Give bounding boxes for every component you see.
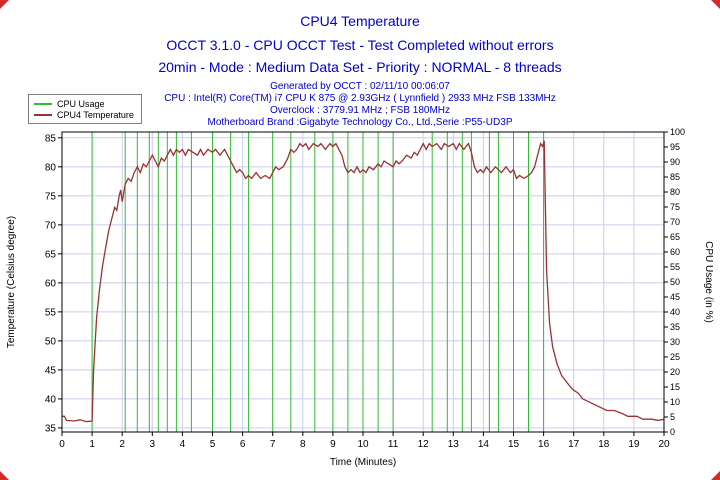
svg-text:20: 20 — [658, 439, 670, 450]
temp-axis-ticks: 35 40 45 50 55 60 65 70 75 80 85 — [45, 133, 62, 434]
svg-text:60: 60 — [670, 247, 680, 257]
svg-text:85: 85 — [670, 172, 680, 182]
axis-titles: Temperature (Celsius degree) CPU Usage (i… — [6, 216, 714, 468]
svg-text:8: 8 — [300, 439, 306, 450]
svg-text:4: 4 — [180, 439, 186, 450]
corner-marker-bottom-right — [711, 471, 720, 480]
svg-text:6: 6 — [240, 439, 246, 450]
test-settings-line: 20min - Mode : Medium Data Set - Priorit… — [158, 59, 562, 75]
temperature-chart-svg: 0 1 2 3 4 5 6 7 8 9 10 11 12 13 14 15 16 17 18 19 2035404550… — [6, 128, 714, 468]
x-axis-ticks: 0 1 2 3 4 5 6 7 8 9 10 11 12 13 14 15 16 17 18 19 20 — [59, 432, 670, 450]
svg-text:80: 80 — [670, 187, 680, 197]
svg-text:7: 7 — [270, 439, 276, 450]
svg-text:9: 9 — [330, 439, 336, 450]
svg-text:50: 50 — [45, 336, 57, 347]
svg-text:90: 90 — [670, 157, 680, 167]
test-result-line: OCCT 3.1.0 - CPU OCCT Test - Test Comple… — [166, 37, 554, 53]
generated-timestamp: Generated by OCCT : 02/11/10 00:06:07 — [270, 81, 450, 92]
svg-text:45: 45 — [670, 292, 680, 302]
legend-item-temperature: CPU4 Temperature — [34, 109, 134, 120]
legend-label-cpu-usage: CPU Usage — [57, 98, 105, 109]
svg-text:15: 15 — [670, 382, 680, 392]
legend-swatch-temperature — [34, 113, 52, 116]
svg-text:0: 0 — [670, 427, 675, 437]
svg-text:19: 19 — [628, 439, 640, 450]
generation-info: Generated by OCCT : 02/11/10 00:06:07 CP… — [0, 81, 720, 129]
svg-text:30: 30 — [670, 337, 680, 347]
legend-swatch-cpu-usage — [34, 102, 52, 105]
corner-marker-top-right — [711, 0, 720, 9]
svg-text:5: 5 — [210, 439, 216, 450]
svg-text:55: 55 — [45, 307, 57, 318]
svg-text:65: 65 — [45, 249, 57, 260]
svg-text:70: 70 — [45, 220, 57, 231]
svg-text:75: 75 — [670, 202, 680, 212]
svg-text:1: 1 — [89, 439, 95, 450]
svg-text:5: 5 — [670, 412, 675, 422]
svg-text:18: 18 — [598, 439, 610, 450]
usage-axis-title: CPU Usage (in %) — [703, 241, 714, 323]
svg-text:75: 75 — [45, 191, 57, 202]
svg-text:13: 13 — [448, 439, 460, 450]
x-axis-title: Time (Minutes) — [330, 457, 396, 468]
legend-label-temperature: CPU4 Temperature — [57, 109, 134, 120]
svg-text:10: 10 — [670, 397, 680, 407]
svg-text:17: 17 — [568, 439, 580, 450]
svg-text:25: 25 — [670, 352, 680, 362]
svg-text:80: 80 — [45, 162, 57, 173]
svg-text:70: 70 — [670, 217, 680, 227]
svg-text:95: 95 — [670, 142, 680, 152]
svg-text:12: 12 — [418, 439, 430, 450]
svg-text:60: 60 — [45, 278, 57, 289]
corner-marker-bottom-left — [0, 471, 9, 480]
page-title: CPU4 Temperature — [300, 13, 420, 29]
svg-text:10: 10 — [357, 439, 369, 450]
svg-text:35: 35 — [45, 423, 57, 434]
cpu-description: CPU : Intel(R) Core(TM) i7 CPU K 875 @ 2… — [164, 93, 556, 104]
usage-axis-ticks: 0 5 10 15 20 25 30 35 40 45 50 55 60 65 70 75 80 85 90 95 10… — [664, 128, 685, 437]
svg-text:11: 11 — [388, 439, 399, 450]
overclock-description: Overclock : 3779.91 MHz ; FSB 180MHz — [269, 105, 451, 116]
svg-text:20: 20 — [670, 367, 680, 377]
temperature-series — [62, 140, 665, 423]
svg-text:40: 40 — [670, 307, 680, 317]
svg-text:0: 0 — [59, 439, 65, 450]
svg-text:15: 15 — [508, 439, 520, 450]
svg-text:45: 45 — [45, 365, 57, 376]
svg-text:100: 100 — [670, 128, 685, 137]
svg-text:2: 2 — [119, 439, 125, 450]
svg-text:16: 16 — [538, 439, 550, 450]
temp-axis-title: Temperature (Celsius degree) — [6, 216, 17, 348]
svg-text:50: 50 — [670, 277, 680, 287]
svg-text:40: 40 — [45, 394, 57, 405]
corner-marker-top-left — [0, 0, 9, 9]
svg-text:65: 65 — [670, 232, 680, 242]
svg-text:35: 35 — [670, 322, 680, 332]
svg-text:14: 14 — [478, 439, 490, 450]
svg-text:55: 55 — [670, 262, 680, 272]
legend: CPU Usage CPU4 Temperature — [28, 94, 142, 124]
svg-text:85: 85 — [45, 133, 57, 144]
legend-item-cpu-usage: CPU Usage — [34, 98, 134, 109]
motherboard-description: Motherboard Brand :Gigabyte Technology C… — [207, 117, 513, 128]
svg-text:3: 3 — [150, 439, 156, 450]
